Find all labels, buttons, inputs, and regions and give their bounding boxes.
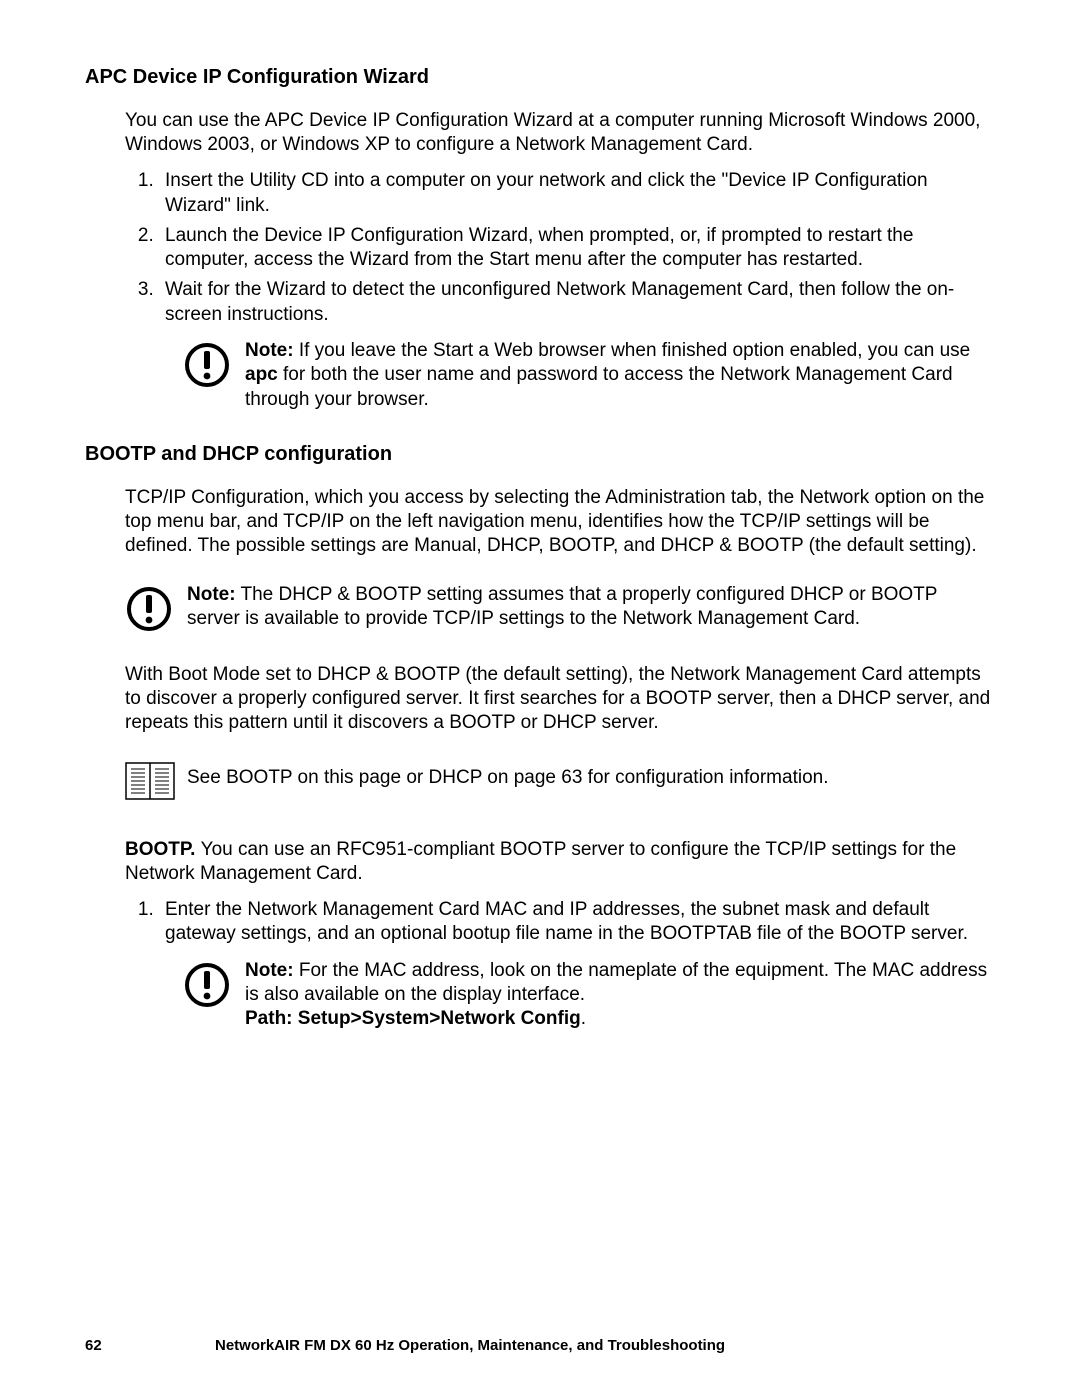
note-mac-address: Note: For the MAC address, look on the n… — [183, 959, 995, 1032]
note-apc: apc — [245, 364, 278, 385]
bootp-heading-inline: BOOTP. — [125, 839, 201, 860]
note-text-part: for both the user name and password to a… — [245, 364, 953, 409]
bootmode-paragraph: With Boot Mode set to DHCP & BOOTP (the … — [125, 663, 995, 736]
book-icon — [125, 760, 187, 800]
warning-icon — [183, 959, 245, 1009]
text-part: , which you access by selecting the — [304, 487, 605, 508]
note-text-part: For the MAC address, look on the namepla… — [245, 960, 987, 1005]
bootp-body: You can use an RFC951-compliant BOOTP se… — [125, 839, 956, 884]
text-part: , DHCP, BOOTP, and — [476, 535, 660, 556]
path-period: . — [581, 1008, 586, 1029]
see-dhcp: DHCP — [429, 767, 483, 788]
footer-title: NetworkAIR FM DX 60 Hz Operation, Mainte… — [215, 1337, 725, 1354]
note-label: Note: — [187, 584, 236, 605]
see-text: See — [187, 767, 226, 788]
note-label: Note: — [245, 960, 294, 981]
text-part: Administration — [605, 487, 725, 508]
wizard-steps: Insert the Utility CD into a computer on… — [85, 169, 995, 327]
intro-paragraph: You can use the APC Device IP Configurat… — [125, 109, 995, 158]
page-number: 62 — [85, 1336, 215, 1355]
note-dhcp-bootp-assumption: Note: The DHCP & BOOTP setting assumes t… — [125, 583, 995, 633]
path-label: Path: — [245, 1008, 298, 1029]
page-footer: 62NetworkAIR FM DX 60 Hz Operation, Main… — [85, 1336, 995, 1355]
note-browser-login: Note: If you leave the Start a Web brows… — [183, 339, 995, 412]
text-part: TCP/IP — [283, 511, 344, 532]
text-part: DHCP & BOOTP — [661, 535, 804, 556]
heading-apc-wizard: APC Device IP Configuration Wizard — [85, 65, 995, 91]
path-value: Setup>System>Network Config — [298, 1008, 581, 1029]
step-1: Insert the Utility CD into a computer on… — [159, 169, 995, 218]
note-text-part: The — [236, 584, 279, 605]
bootp-steps: Enter the Network Management Card MAC an… — [85, 898, 995, 947]
note-text-part: DHCP & BOOTP — [279, 584, 422, 605]
note-label: Note: — [245, 340, 294, 361]
text-part: (the default setting). — [803, 535, 976, 556]
note-text-part: If you leave the Start a Web browser whe… — [294, 340, 971, 361]
step-2: Launch the Device IP Configuration Wizar… — [159, 224, 995, 273]
see-text: on page 63 for configuration information… — [482, 767, 828, 788]
warning-icon — [183, 339, 245, 389]
bootp-paragraph: BOOTP. You can use an RFC951-compliant B… — [125, 838, 995, 887]
see-reference: See BOOTP on this page or DHCP on page 6… — [125, 760, 995, 800]
text-part: With — [125, 664, 168, 685]
see-text: on this page or — [292, 767, 428, 788]
text-part: TCP/IP Configuration — [125, 487, 304, 508]
warning-icon — [125, 583, 187, 633]
see-bootp: BOOTP — [226, 767, 292, 788]
tcpip-paragraph: TCP/IP Configuration, which you access b… — [125, 486, 995, 559]
heading-bootp-dhcp: BOOTP and DHCP configuration — [85, 442, 995, 468]
text-part: Manual — [414, 535, 476, 556]
text-part: Boot Mode — [168, 664, 260, 685]
step-3: Wait for the Wizard to detect the unconf… — [159, 278, 995, 327]
bootp-step-1: Enter the Network Management Card MAC an… — [159, 898, 995, 947]
